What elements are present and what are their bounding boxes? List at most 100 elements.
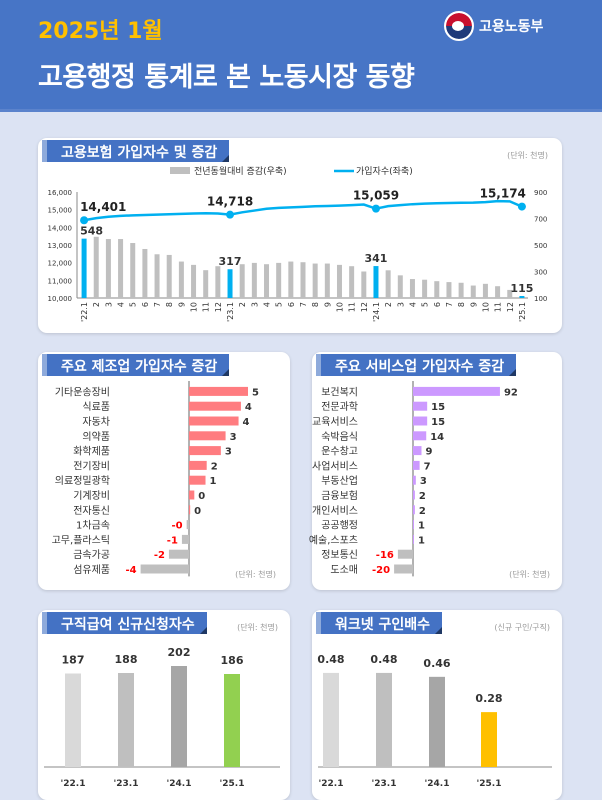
bar xyxy=(495,286,501,298)
x-tick-label: '23.1 xyxy=(372,779,397,789)
bar xyxy=(323,672,339,767)
bar-data-label: 2 xyxy=(419,506,426,517)
bar-data-label: -16 xyxy=(376,550,394,561)
category-label: 의약품 xyxy=(82,431,110,443)
bar-data-label: 7 xyxy=(424,461,431,472)
bar-data-label: -2 xyxy=(154,550,165,561)
x-tick-label: 12 xyxy=(360,302,369,312)
line-data-label: 14,401 xyxy=(80,200,126,214)
x-tick-label: '25.1 xyxy=(518,302,527,322)
bar xyxy=(413,446,422,456)
bar xyxy=(186,520,189,530)
bar-data-label: 187 xyxy=(62,654,85,667)
bar-data-label: 0 xyxy=(194,506,201,517)
bar xyxy=(376,672,392,767)
chart-title: 주요 제조업 가입자수 증감 xyxy=(42,354,230,376)
chart-title: 워크넷 구인배수 xyxy=(316,612,443,634)
bar xyxy=(413,534,414,544)
x-tick-label: 6 xyxy=(287,302,296,307)
bar xyxy=(413,490,415,500)
x-tick-label: '25.1 xyxy=(477,779,502,789)
category-label: 전기장비 xyxy=(73,460,110,472)
bar xyxy=(178,261,184,298)
bar xyxy=(519,296,525,298)
bar-data-label: 92 xyxy=(504,387,518,398)
bar xyxy=(118,239,124,298)
bar xyxy=(140,564,189,574)
bar-data-label: 548 xyxy=(80,225,103,238)
x-tick-label: 4 xyxy=(263,302,272,307)
bar xyxy=(181,534,189,544)
x-tick-label: 10 xyxy=(481,302,490,312)
bar-data-label: 317 xyxy=(219,255,242,268)
x-tick-label: '23.1 xyxy=(114,779,139,789)
legend-bar-swatch xyxy=(170,167,190,174)
bar-data-label: 4 xyxy=(245,402,252,413)
bar xyxy=(227,269,233,298)
bar xyxy=(105,239,111,298)
x-tick-label: 5 xyxy=(129,302,138,307)
x-tick-label: '24.1 xyxy=(167,779,192,789)
bar xyxy=(397,549,413,559)
category-label: 자동차 xyxy=(82,416,110,428)
manufacturing-card: 주요 제조업 가입자수 증감 (단위: 천명) 기타운송장비 5 식료품 4 자동차 4 의… xyxy=(38,352,290,590)
chart-title: 주요 서비스업 가입자수 증감 xyxy=(316,354,517,376)
bar-data-label: 5 xyxy=(252,387,259,398)
left-tick-label: 15,000 xyxy=(48,207,73,215)
category-label: 금속가공 xyxy=(73,549,110,561)
x-tick-label: 2 xyxy=(92,302,101,307)
x-tick-label: 8 xyxy=(457,302,466,307)
left-tick-label: 13,000 xyxy=(48,242,73,250)
bar-data-label: 115 xyxy=(510,282,533,295)
bar xyxy=(224,674,240,767)
bar xyxy=(349,266,355,298)
bar-data-label: 9 xyxy=(426,447,433,458)
bar-data-label: 186 xyxy=(221,654,244,667)
bar xyxy=(409,279,415,298)
bar xyxy=(118,673,134,767)
bar xyxy=(130,243,136,298)
worknet-chart: 0.48 '22.1 0.48 '23.1 0.46 '24.1 0.28 '25.1 xyxy=(317,653,552,789)
right-tick-label: 900 xyxy=(534,189,547,197)
bar xyxy=(191,264,197,298)
bar xyxy=(81,238,87,298)
right-tick-label: 500 xyxy=(534,242,547,250)
right-tick-label: 700 xyxy=(534,216,547,224)
worknet-card: 워크넷 구인배수 (신규 구인/구직) 0.48'22.1 0.48'23.1 0.… xyxy=(312,610,562,800)
ministry-name: 고용노동부 xyxy=(479,19,544,35)
line-marker xyxy=(226,210,235,219)
bar-data-label: 202 xyxy=(168,646,191,659)
bar xyxy=(189,446,221,456)
category-label: 섬유제품 xyxy=(73,564,110,576)
category-label: 금융보험 xyxy=(321,490,358,502)
category-label: 정보통신 xyxy=(321,549,358,561)
services-card: 주요 서비스업 가입자수 증감 (단위: 천명) 보건복지 92 전문과학 15 교육서… xyxy=(309,352,562,590)
x-tick-label: 3 xyxy=(104,302,113,307)
bar-data-label: 3 xyxy=(225,447,232,458)
x-tick-label: 7 xyxy=(153,302,162,307)
bar xyxy=(413,401,428,411)
bar xyxy=(93,236,99,298)
bar-data-label: -4 xyxy=(126,565,137,576)
bar xyxy=(361,271,367,298)
bar-data-label: 4 xyxy=(243,417,250,428)
bar xyxy=(251,262,257,298)
x-tick-label: '24.1 xyxy=(425,779,450,789)
bar xyxy=(65,673,81,767)
insurance-card: 고용보험 가입자수 및 증감 (단위: 천명) 전년동월대비 증감(우축) 가입자… xyxy=(38,138,562,333)
bar-data-label: -0 xyxy=(172,521,183,532)
category-label: 기계장비 xyxy=(73,490,110,502)
bar xyxy=(189,505,191,515)
bar xyxy=(413,505,415,515)
x-tick-label: '24.1 xyxy=(372,302,381,322)
category-label: 화학제품 xyxy=(73,446,110,458)
x-tick-label: '25.1 xyxy=(220,779,245,789)
category-label: 기타운송장비 xyxy=(55,386,110,398)
bar-data-label: -1 xyxy=(167,535,178,546)
bar xyxy=(288,261,294,298)
jobseeker-card: 구직급여 신규신청자수 (단위: 천명) 187 '22.1 188 '23.1 202… xyxy=(38,610,290,800)
bar-data-label: 0 xyxy=(198,491,205,502)
bar xyxy=(434,281,440,298)
bar xyxy=(385,270,391,298)
category-label: 전자통신 xyxy=(73,505,110,517)
